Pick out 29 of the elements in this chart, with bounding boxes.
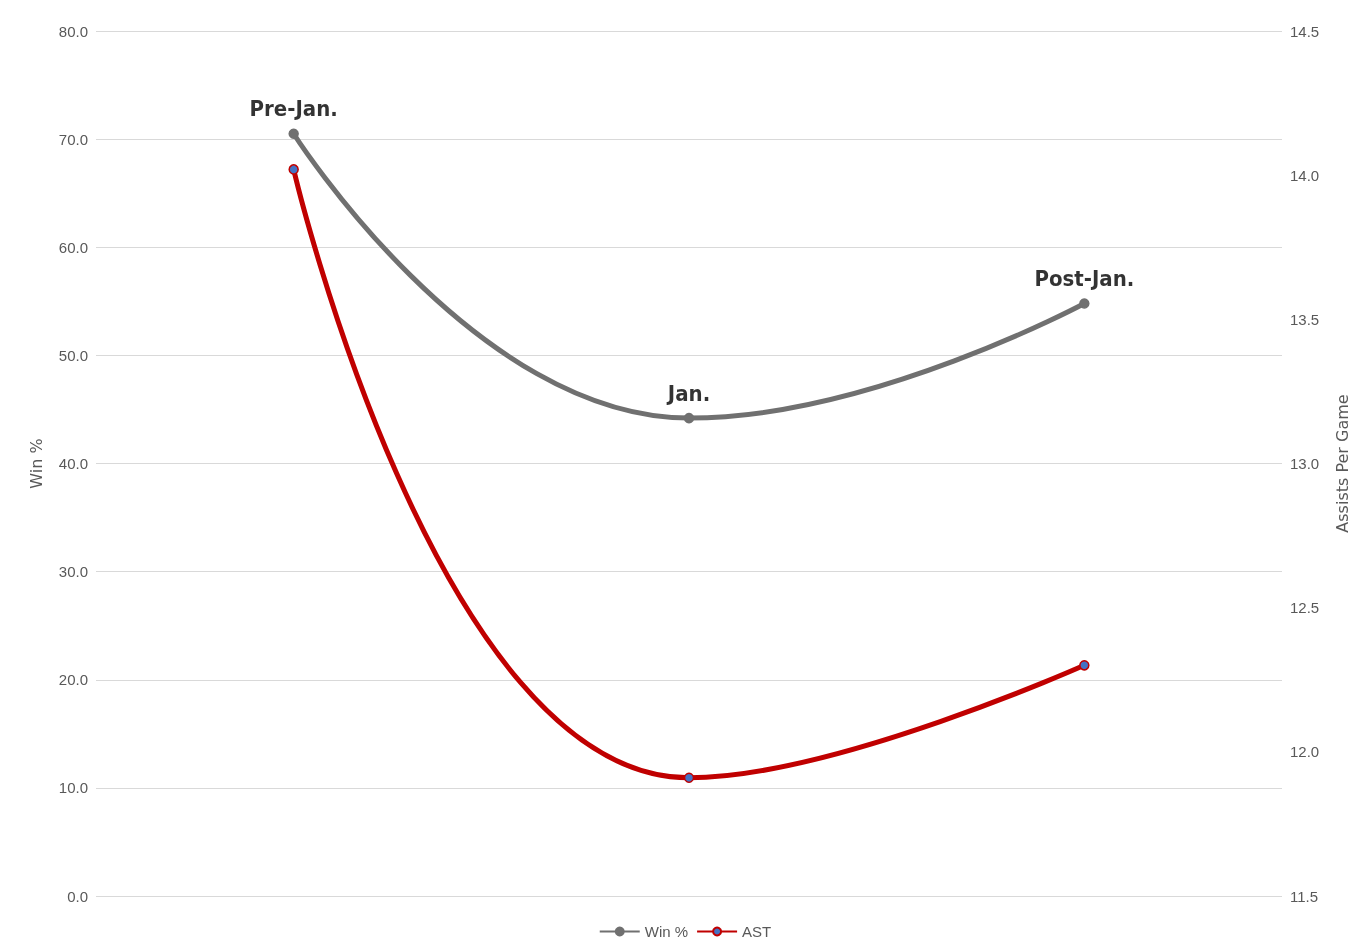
y-tick-label: 20.0 [58, 671, 88, 689]
point [683, 412, 695, 424]
point [1079, 660, 1090, 671]
y-tick-label: 80.0 [58, 22, 88, 40]
y-tick-label: 50.0 [58, 346, 88, 364]
point [288, 128, 299, 139]
y-tick-label: 10.0 [58, 779, 88, 797]
y-tick-label: 40.0 [58, 455, 88, 472]
legend-label: Win % [644, 923, 689, 940]
y2-tick-label: 12.5 [1290, 599, 1320, 617]
y-tick-label: 70.0 [58, 130, 88, 148]
y2-axis-title: Assists Per Game [1332, 394, 1352, 533]
annotation: Post-Jan. [1034, 265, 1135, 291]
annotation: Pre-Jan. [249, 96, 338, 122]
y2-tick-label: 13.5 [1290, 310, 1320, 328]
y2-tick-label: 14.5 [1290, 22, 1320, 40]
point [288, 164, 299, 175]
y-tick-label: 0.0 [67, 887, 88, 905]
point [683, 772, 695, 784]
y-tick-label: 60.0 [58, 238, 88, 256]
y2-tick-label: 11.5 [1290, 887, 1319, 905]
annotation: Jan. [665, 380, 711, 406]
y-axis-title: Win % [26, 438, 46, 489]
y2-tick-label: 12.0 [1290, 743, 1320, 761]
point [1079, 298, 1090, 309]
legend-label: AST [742, 923, 772, 940]
y2-tick-label: 14.0 [1290, 166, 1320, 184]
y-tick-label: 30.0 [58, 563, 88, 581]
y2-tick-label: 13.0 [1290, 455, 1320, 472]
